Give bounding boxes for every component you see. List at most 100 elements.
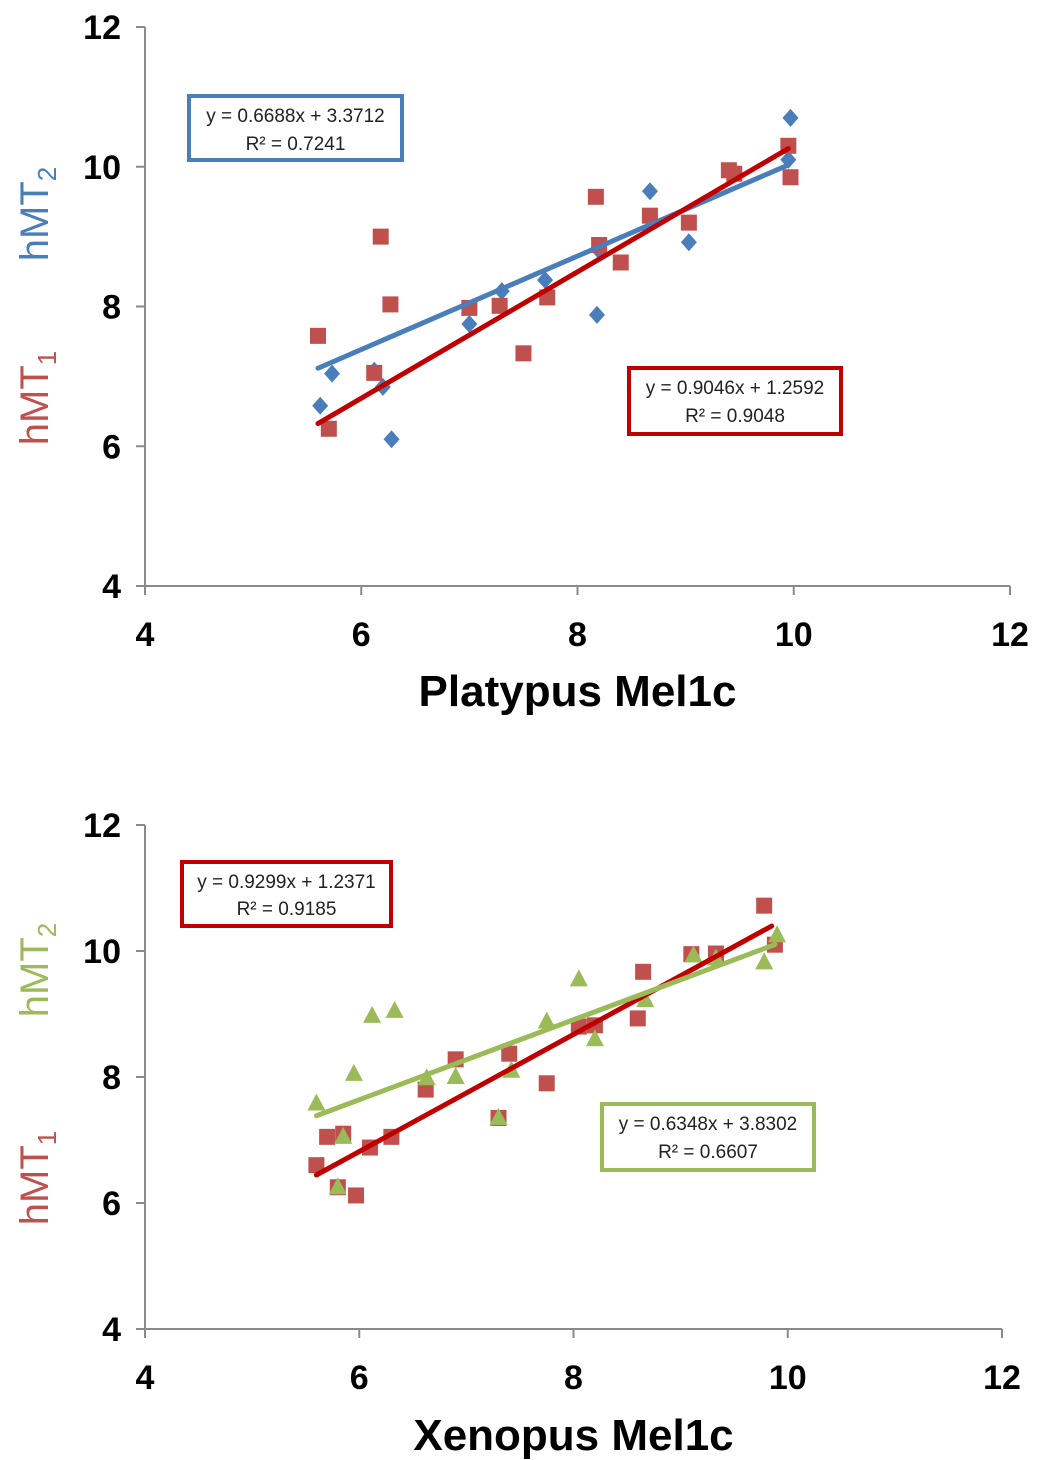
y-label-base: hMT (13, 365, 57, 445)
x-axis-label: Platypus Mel1c (419, 667, 737, 716)
y-tick-label: 8 (102, 1059, 121, 1097)
r-squared: R² = 0.9048 (685, 406, 785, 427)
x-tick-label: 8 (568, 616, 587, 654)
equation-boxes: y = 0.9299x + 1.2371 R² = 0.9185 y = 0.634… (180, 860, 816, 1172)
x-tick-label: 10 (769, 1359, 807, 1397)
equation-box: y = 0.6688x + 3.3712 R² = 0.7241 (187, 94, 404, 162)
y-tick-label: 10 (83, 149, 121, 187)
data-point-square (538, 1075, 555, 1092)
tick-labels: 4 6 8 10 12 4 6 8 10 12 (83, 9, 1029, 654)
y-label-subscript: 1 (32, 351, 62, 365)
data-point-square (308, 1157, 325, 1174)
trendline (313, 923, 775, 1178)
r-squared: R² = 0.9185 (237, 899, 337, 920)
x-tick-label: 4 (136, 1359, 155, 1397)
data-point-square (382, 296, 399, 313)
data-point-square (310, 327, 326, 344)
data-point-square (417, 1081, 434, 1098)
y-tick-label: 12 (83, 9, 121, 47)
data-point-triangle (585, 1029, 604, 1047)
data-point-square (366, 364, 383, 381)
y-label-subscript: 1 (32, 1131, 62, 1145)
y-tick-label: 4 (102, 568, 121, 606)
tick-labels: 4 6 8 10 12 4 6 8 10 12 (83, 807, 1021, 1397)
y-label-subscript: 2 (32, 923, 62, 937)
data-point-square (756, 897, 773, 914)
data-point-diamond (324, 364, 341, 383)
data-point-triangle (684, 945, 703, 963)
trendlines (315, 146, 791, 427)
data-point-triangle (344, 1063, 363, 1081)
equation-box-border (187, 94, 404, 162)
chart-axes (136, 824, 1003, 1338)
y-tick-label: 4 (102, 1311, 121, 1349)
y-tick-label: 8 (102, 289, 121, 327)
data-point-diamond (383, 430, 400, 449)
trend-equation: y = 0.9299x + 1.2371 (197, 872, 376, 893)
x-tick-label: 6 (350, 1359, 369, 1397)
chart-axes (136, 26, 1011, 595)
data-point-diamond (537, 270, 554, 289)
x-tick-label: 8 (564, 1359, 583, 1397)
data-point-square (320, 420, 337, 437)
data-point-square (372, 228, 389, 245)
y-label-base: hMT (13, 1145, 57, 1225)
data-point-square (348, 1187, 365, 1204)
y-label-base: hMT (13, 181, 57, 261)
r-squared: R² = 0.6607 (658, 1142, 758, 1163)
equation-box: y = 0.9046x + 1.2592 R² = 0.9048 (627, 366, 843, 436)
data-point-square (629, 1010, 646, 1027)
data-point-triangle (307, 1093, 326, 1111)
data-point-square (782, 169, 799, 186)
y-tick-label: 6 (102, 1185, 121, 1223)
data-point-square (491, 297, 508, 314)
equation-box-border (627, 366, 843, 436)
data-point-square (515, 345, 532, 362)
data-point-triangle (768, 925, 787, 943)
data-point-diamond (782, 108, 799, 127)
data-point-diamond (588, 305, 605, 324)
data-point-triangle (446, 1067, 465, 1084)
data-point-square (319, 1128, 336, 1145)
trendlines (313, 923, 778, 1178)
x-tick-label: 10 (775, 616, 813, 654)
equation-box-border (180, 860, 393, 928)
data-point-triangle (569, 969, 588, 987)
y-axis-label-bottom: hMT1 (13, 351, 62, 445)
y-label-base: hMT (13, 937, 57, 1017)
data-point-diamond (641, 182, 658, 201)
y-axis-label-bottom: hMT1 (13, 1131, 62, 1225)
x-tick-label: 6 (352, 616, 371, 654)
data-point-triangle (334, 1126, 353, 1144)
data-point-triangle (328, 1177, 347, 1195)
data-point-triangle (537, 1011, 556, 1029)
data-point-triangle (363, 1005, 382, 1023)
trendline (313, 942, 778, 1119)
data-point-square (635, 963, 652, 980)
data-point-triangle (489, 1107, 508, 1125)
equation-boxes: y = 0.6688x + 3.3712 R² = 0.7241 y = 0.904… (187, 94, 843, 436)
x-tick-label: 4 (136, 616, 155, 654)
equation-box: y = 0.6348x + 3.8302 R² = 0.6607 (600, 1102, 816, 1172)
trendline (315, 146, 791, 427)
y-tick-label: 12 (83, 807, 121, 845)
y-tick-label: 10 (83, 933, 121, 971)
data-point-square (612, 254, 629, 271)
equation-box: y = 0.9299x + 1.2371 R² = 0.9185 (180, 860, 393, 928)
data-point-diamond (461, 314, 478, 333)
data-point-diamond (312, 396, 329, 415)
x-tick-label: 12 (991, 616, 1029, 654)
data-point-diamond (680, 233, 697, 252)
trend-equation: y = 0.9046x + 1.2592 (646, 378, 825, 399)
equation-box-border (600, 1102, 816, 1172)
y-axis-label-top: hMT2 (13, 167, 62, 261)
data-point-triangle (636, 990, 655, 1008)
data-point-triangle (385, 1000, 404, 1018)
data-point-triangle (755, 952, 774, 970)
data-point-square (501, 1045, 518, 1062)
